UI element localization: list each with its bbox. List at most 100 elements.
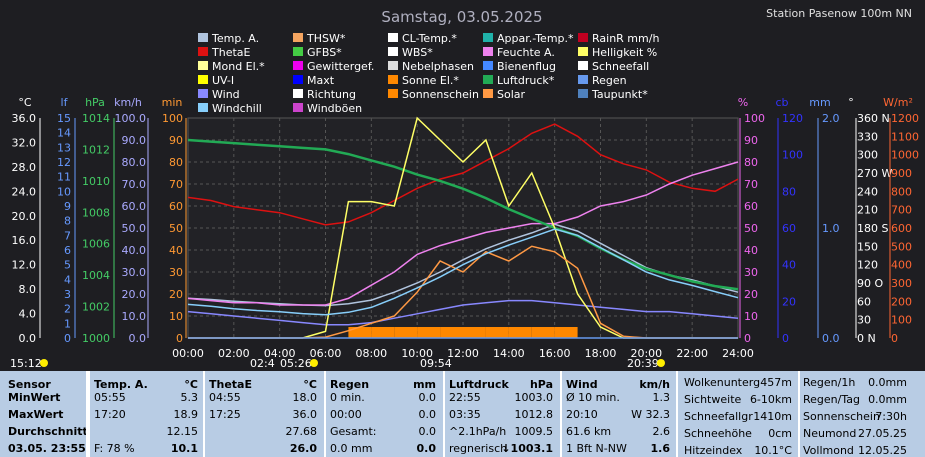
series-thetae [187, 123, 739, 226]
tick-label-wm2: 700 [891, 204, 912, 217]
col-header: Temp. A. [94, 378, 148, 391]
tick-label-wm2: 1100 [891, 130, 919, 143]
tick-label-hpa: 1012 [82, 143, 110, 156]
extra-label: Vollmond [803, 444, 854, 457]
legend-label: Appar.-Temp.* [497, 32, 574, 45]
tick-label-degC: 32.0 [12, 136, 37, 149]
tick-label-kmh: 10.0 [122, 310, 147, 323]
moonrise-time: 15:12 [10, 357, 42, 370]
tick-label-min: 20 [169, 288, 183, 301]
sunshine-bar [417, 327, 441, 338]
tick-label-lf: 14 [57, 127, 71, 140]
legend-swatch [293, 47, 303, 56]
tick-label-degC: 20.0 [12, 210, 37, 223]
chart: Samstag, 03.05.2025 Station Pasenow 100m … [10, 7, 919, 370]
cell-value: 0.0 [418, 425, 437, 438]
extra-value: 6-10km [749, 393, 792, 406]
sunshine-bar [531, 327, 555, 338]
tick-label-deg: 240 [857, 185, 878, 198]
cell-value: ↓1003.1 [501, 442, 553, 455]
tick-label-lf: 13 [57, 141, 71, 154]
time-tick: 00:00 [172, 347, 204, 360]
cell-label: Ø 10 min. [566, 391, 620, 404]
legend-label: Schneefall [592, 60, 649, 73]
time-tick: 24:00 [722, 347, 754, 360]
cell-label: F: 78 % [94, 442, 135, 455]
axis-unit-deg: ° [848, 96, 854, 109]
tick-label-pct: 100 [744, 112, 765, 125]
cell-label: 04:55 [209, 391, 241, 404]
time-tick: 02:00 [218, 347, 250, 360]
extra-label: Wolkenunterg [684, 376, 761, 389]
cell-label: 1 Bft N-NW [566, 442, 627, 455]
legend-label: Windböen [307, 102, 362, 115]
solar-noon-time: 09:54 [420, 357, 452, 370]
legend-swatch [578, 89, 588, 98]
legend-label: UV-I [212, 74, 234, 87]
time-tick: 10:00 [401, 347, 433, 360]
tick-label-degC: 4.0 [19, 308, 37, 321]
legend-label: Solar [497, 88, 526, 101]
tick-label-degC: 0.0 [19, 332, 37, 345]
column-divider [676, 371, 678, 457]
column-divider [203, 371, 205, 457]
tick-label-kmh: 50.0 [122, 222, 147, 235]
tick-label-deg: 30 [857, 314, 871, 327]
tick-label-cb: 80 [782, 185, 796, 198]
time-tick: 16:00 [539, 347, 571, 360]
tick-label-kmh: 60.0 [122, 200, 147, 213]
legend-swatch [388, 75, 398, 84]
tick-label-lf: 5 [64, 259, 71, 272]
legend-label: Bienenflug [497, 60, 556, 73]
stats-panel: Sensor MinWert MaxWert Durchschnitt 03.05. 2… [0, 371, 925, 457]
cell-value: 12.15 [166, 425, 199, 438]
chart-title: Samstag, 03.05.2025 [381, 8, 542, 26]
sunshine-bar [394, 327, 418, 338]
tick-label-deg: 0 N [857, 332, 876, 345]
extra-label: Sichtweite [684, 393, 742, 406]
tick-label-pct: 20 [744, 288, 758, 301]
tick-label-deg: 90 O [857, 277, 883, 290]
cell-value: 0.0 [416, 442, 437, 455]
cell-value: 1012.8 [514, 408, 554, 421]
tick-label-min: 80 [169, 156, 183, 169]
sunset-time: 20:39 [627, 357, 659, 370]
col-unit: °C [184, 378, 198, 391]
tick-label-wm2: 600 [891, 222, 912, 235]
tick-label-min: 90 [169, 134, 183, 147]
legend-label: Luftdruck* [497, 74, 555, 87]
legend-swatch [578, 75, 588, 84]
tick-label-wm2: 100 [891, 314, 912, 327]
column-divider [88, 371, 90, 457]
cell-value: 26.0 [289, 442, 317, 455]
extra-label: Regen/1h [803, 376, 856, 389]
tick-label-cb: 60 [782, 222, 796, 235]
cell-label: ^2.1hPa/h [449, 425, 507, 438]
legend-label: Richtung [307, 88, 356, 101]
tick-label-min: 60 [169, 200, 183, 213]
tick-label-pct: 80 [744, 156, 758, 169]
col-unit: mm [413, 378, 436, 391]
time-tick: 08:00 [355, 347, 387, 360]
col-header: Sensor [8, 378, 51, 391]
cell-value: 1009.5 [514, 425, 554, 438]
tick-label-lf: 7 [64, 229, 71, 242]
tick-label-pct: 10 [744, 310, 758, 323]
axis-unit-pct: % [738, 96, 748, 109]
tick-label-pct: 70 [744, 178, 758, 191]
extra-label: Regen/Tag [803, 393, 860, 406]
cell-label: regnerisch [449, 442, 508, 455]
legend-label: Helligkeit % [592, 46, 657, 59]
tick-label-mm: 2.0 [822, 112, 840, 125]
time-tick: 20:00 [630, 347, 662, 360]
col-unit: km/h [639, 378, 670, 391]
cell-label: 61.6 km [566, 425, 612, 438]
sunshine-bar [371, 327, 395, 338]
extra-label: Hitzeindex [684, 444, 743, 457]
cell-value: 1.3 [652, 391, 671, 404]
legend-label: Taupunkt* [591, 88, 648, 101]
legend-label: Feuchte A. [497, 46, 555, 59]
tick-label-deg: 360 N [857, 112, 890, 125]
col-header: ThetaE [209, 378, 252, 391]
tick-label-deg: 330 [857, 130, 878, 143]
